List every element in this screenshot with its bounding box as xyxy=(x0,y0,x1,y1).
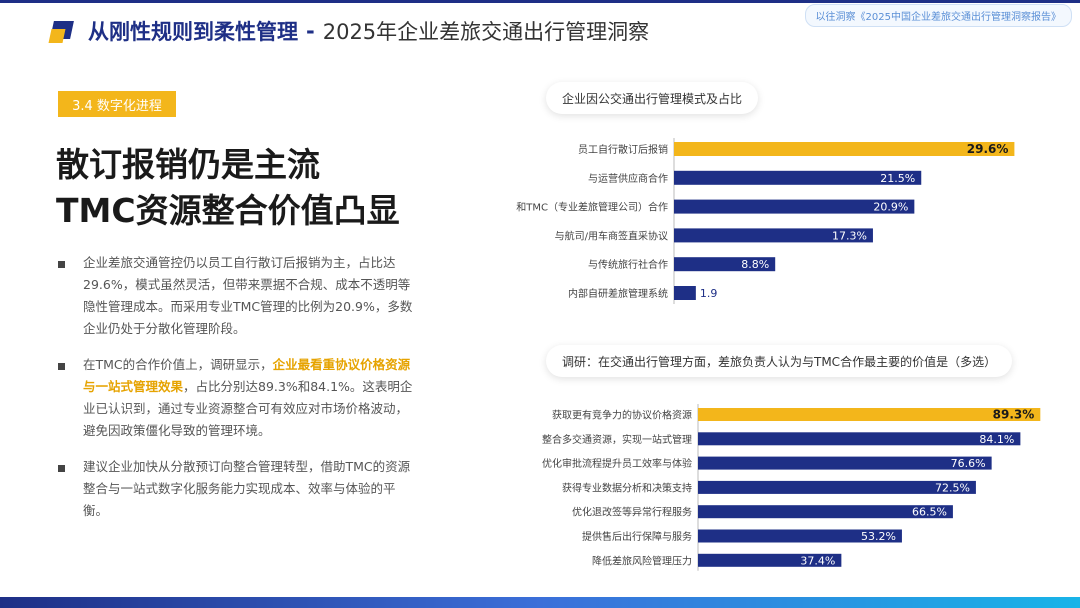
chart-1-value-label: 20.9% xyxy=(873,201,908,214)
chart-1-bar xyxy=(674,142,1015,156)
chart-2-bar xyxy=(698,553,842,567)
bullet-text: 建议企业加快从分散预订向整合管理转型，借助TMC的资源整合与一站式数字化服务能力… xyxy=(83,456,418,522)
bullet-item: 建议企业加快从分散预订向整合管理转型，借助TMC的资源整合与一站式数字化服务能力… xyxy=(58,456,418,522)
chart-2-value-label: 84.1% xyxy=(979,433,1014,446)
chart-2-bar xyxy=(698,432,1021,446)
chart-2-value-label: 66.5% xyxy=(912,506,947,519)
chart-2-bar xyxy=(698,529,902,543)
bullet-square-icon xyxy=(58,261,65,268)
bullet-text-highlight: 企业最看重协议价格资源与一站式管理效果 xyxy=(83,357,411,394)
chart-2-category-label: 提供售后出行保障与服务 xyxy=(582,530,692,543)
chart-2-category-label: 优化审批流程提升员工效率与体验 xyxy=(542,457,692,470)
top-accent-line xyxy=(0,0,1080,3)
chart-1-category-label: 内部自研差旅管理系统 xyxy=(568,287,668,300)
chart-1-bar xyxy=(674,286,696,300)
chart-1-value-label: 17.3% xyxy=(832,229,867,242)
chart-2-value-label: 53.2% xyxy=(861,530,896,543)
chart-2-value-label: 72.5% xyxy=(935,481,970,494)
page-header: 从刚性规则到柔性管理 - 2025年企业差旅交通出行管理洞察 xyxy=(48,14,650,48)
chart-2-value-label: 89.3% xyxy=(993,408,1035,422)
chart-2-bar xyxy=(698,505,953,519)
chart-2-category-label: 优化退改签等异常行程服务 xyxy=(572,506,692,519)
page-headline: 散订报销仍是主流 TMC资源整合价值凸显 xyxy=(56,142,496,234)
header-separator: - xyxy=(306,19,315,43)
bullet-text-post: ，占比分别达89.3%和84.1%。这表明企业已认识到，通过专业资源整合可有效应… xyxy=(83,379,413,438)
bullet-list: 企业差旅交通管控仍以员工自行散订后报销为主，占比达29.6%，模式虽然灵活，但带… xyxy=(58,252,418,536)
chart-1-bar xyxy=(674,228,873,243)
header-subtitle: 2025年企业差旅交通出行管理洞察 xyxy=(322,20,650,44)
bullet-square-icon xyxy=(58,465,65,472)
chart-1-bar xyxy=(674,257,776,272)
header-title: 从刚性规则到柔性管理 xyxy=(88,20,298,44)
bullet-item: 企业差旅交通管控仍以员工自行散订后报销为主，占比达29.6%，模式虽然灵活，但带… xyxy=(58,252,418,340)
chart-1-value-label: 1.9 xyxy=(700,287,718,300)
chart-1-title: 企业因公交通出行管理模式及占比 xyxy=(546,82,759,114)
chart-2-value-label: 37.4% xyxy=(800,554,835,567)
chart-1-category-label: 与传统旅行社合作 xyxy=(588,258,668,271)
bullet-text-pre: 企业差旅交通管控仍以员工自行散订后报销为主，占比达29.6%，模式虽然灵活，但带… xyxy=(83,255,413,336)
source-tag: 以往洞察《2025中国企业差旅交通出行管理洞察报告》 xyxy=(804,4,1072,27)
brand-logo-icon xyxy=(48,19,76,43)
headline-line-2: TMC资源整合价值凸显 xyxy=(56,191,400,230)
bullet-text: 在TMC的合作价值上，调研显示，企业最看重协议价格资源与一站式管理效果，占比分别… xyxy=(83,354,418,442)
chart-2-category-label: 降低差旅风险管理压力 xyxy=(592,554,692,567)
bullet-text: 企业差旅交通管控仍以员工自行散订后报销为主，占比达29.6%，模式虽然灵活，但带… xyxy=(83,252,418,340)
chart-1-value-label: 8.8% xyxy=(741,258,769,271)
chart-1-category-label: 员工自行散订后报销 xyxy=(578,143,668,156)
chart-1-bar xyxy=(674,199,915,214)
chart-2-tmc-value: 获取更有竞争力的协议价格资源 89.3% 整合多交通资源，实现一站式管理 84.1% 优… xyxy=(542,404,1041,571)
chart-2-category-label: 获取更有竞争力的协议价格资源 xyxy=(552,409,692,422)
chart-1-category-label: 与航司/用车商签直采协议 xyxy=(555,229,668,242)
chart-2-bar xyxy=(698,456,992,470)
chart-1-value-label: 29.6% xyxy=(967,142,1009,156)
bullet-item: 在TMC的合作价值上，调研显示，企业最看重协议价格资源与一站式管理效果，占比分别… xyxy=(58,354,418,442)
section-tag: 3.4 数字化进程 xyxy=(58,91,176,117)
chart-1-category-label: 与运营供应商合作 xyxy=(588,172,668,185)
chart-1-category-label: 和TMC（专业差旅管理公司）合作 xyxy=(516,201,668,214)
chart-2-category-label: 获得专业数据分析和决策支持 xyxy=(562,481,692,494)
chart-1-value-label: 21.5% xyxy=(880,172,915,185)
chart-2-bar xyxy=(698,408,1041,421)
chart-1-management-mode: 员工自行散订后报销 29.6% 与运营供应商合作 21.5% 和TMC（专业差旅管理公司… xyxy=(516,138,1015,304)
chart-2-value-label: 76.6% xyxy=(951,457,986,470)
chart-2-title: 调研：在交通出行管理方面，差旅负责人认为与TMC合作最主要的价值是（多选） xyxy=(546,345,1013,377)
bottom-gradient-bar xyxy=(0,597,1080,608)
bullet-text-pre: 建议企业加快从分散预订向整合管理转型，借助TMC的资源整合与一站式数字化服务能力… xyxy=(83,459,411,518)
headline-line-1: 散订报销仍是主流 xyxy=(56,145,320,184)
chart-2-category-label: 整合多交通资源，实现一站式管理 xyxy=(542,433,692,446)
chart-2-bar xyxy=(698,480,976,494)
chart-1-bar xyxy=(674,170,922,185)
bullet-square-icon xyxy=(58,363,65,370)
bullet-text-pre: 在TMC的合作价值上，调研显示， xyxy=(83,357,273,372)
